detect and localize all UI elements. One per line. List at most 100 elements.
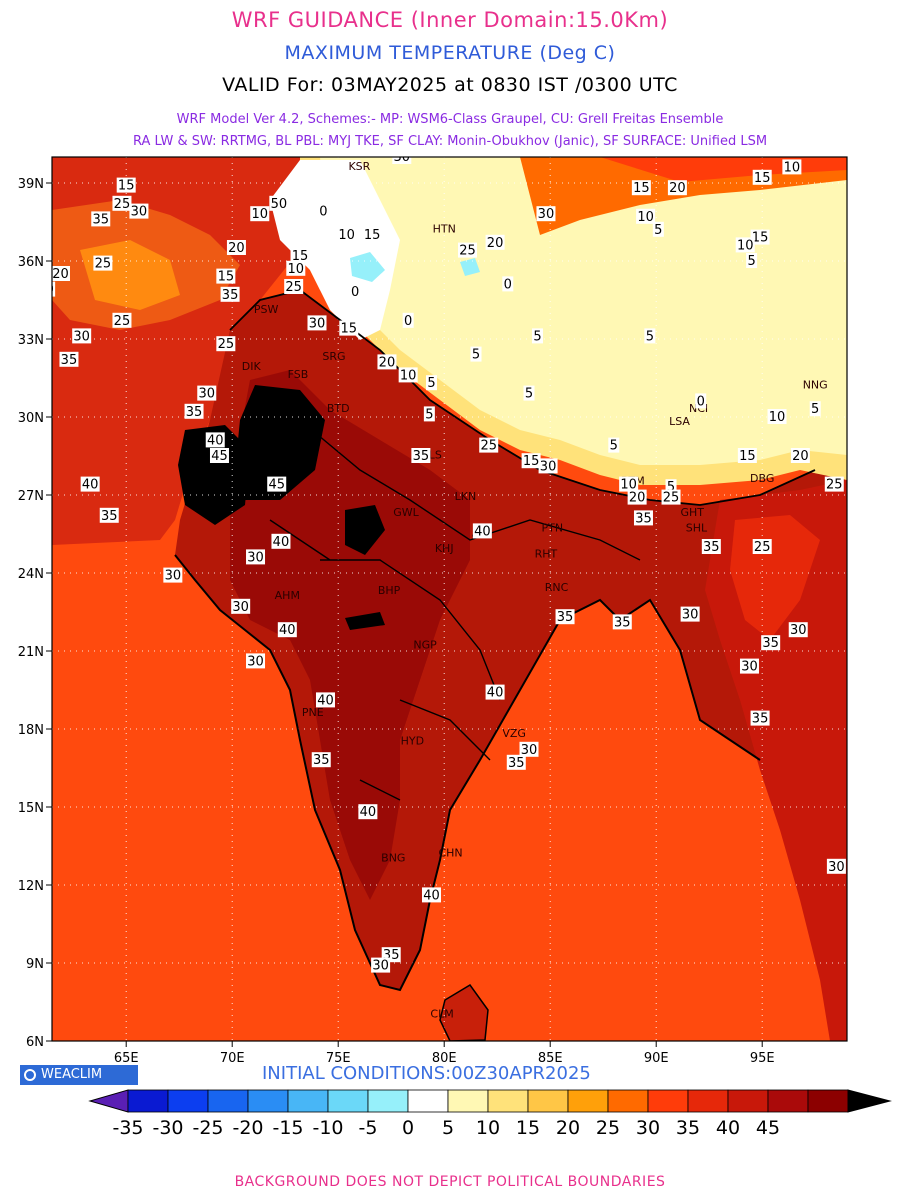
contour-label-96: 30 (371, 957, 391, 974)
contour-label-bg (425, 375, 437, 391)
contour-label-text: 35 (61, 353, 78, 368)
contour-label-14: 25 (93, 255, 113, 272)
lon-tick-label-3: 80E (432, 1051, 457, 1065)
contour-label-bg (220, 286, 240, 302)
contour-label-bg (788, 622, 808, 638)
contour-label-text: 5 (646, 329, 654, 344)
contour-label-54: 40 (205, 432, 225, 448)
contour-label-text: 25 (114, 314, 131, 329)
contour-label-18: 25 (284, 279, 304, 295)
contour-label-bg (315, 692, 335, 708)
contour-label-45: 5 (425, 375, 437, 391)
contour-label-text: 40 (360, 805, 377, 820)
contour-label-bg (246, 653, 266, 669)
subzero-patch (350, 252, 385, 282)
contour-label-21: 20 (485, 234, 505, 251)
lat-lon-grid (52, 157, 847, 1041)
contour-label-bg (290, 247, 310, 263)
colorbar-cell-15 (687, 1089, 729, 1113)
contour-label-49: 35 (184, 403, 204, 420)
contour-label-68: 45 (267, 476, 287, 493)
contour-label-bg (339, 320, 359, 336)
contour-label-text: 20 (669, 181, 686, 196)
contour-label-bg (472, 523, 492, 539)
contour-label-bg (52, 281, 56, 297)
colorbar-cell-2 (167, 1089, 209, 1113)
contour-label-bg (402, 312, 414, 328)
contour-label-bg (99, 507, 119, 523)
variable-title: MAXIMUM TEMPERATURE (Deg C) (284, 42, 616, 64)
colorbar-label-12: 25 (596, 1117, 620, 1139)
contour-label-bg (458, 242, 478, 258)
contour-label-73: 25 (752, 539, 772, 555)
contour-label-bg (746, 253, 758, 268)
contour-label-bg (470, 346, 482, 362)
contour-label-text: 40 (317, 693, 334, 708)
contour-label-bg (531, 328, 543, 344)
contour-label-text: 5 (425, 407, 433, 422)
contour-label-92: 40 (358, 804, 378, 820)
contour-label-bg (267, 476, 287, 492)
contour-label-bg (538, 458, 558, 474)
lat-tick-label-0: 6N (26, 1035, 44, 1050)
contour-label-bg (782, 159, 802, 175)
contour-label-bg (767, 409, 787, 424)
contour-label-bg (311, 752, 331, 768)
contour-label-38: 15 (339, 320, 359, 337)
contour-label-text: 30 (37, 283, 54, 298)
city-label-htn: HTN (433, 222, 456, 235)
contour-label-47: 0 (695, 393, 707, 409)
contour-label-63: 5 (665, 479, 677, 495)
contour-label-text: 10 (338, 228, 355, 243)
city-label-btd: BTD (327, 402, 350, 415)
city-label-dik: DIK (242, 360, 262, 373)
logo-icon (24, 1069, 36, 1081)
city-label-rnc: RNC (545, 581, 569, 594)
colorbar-label-6: -5 (359, 1117, 378, 1139)
contour-label-text: 15 (118, 179, 135, 194)
colorbar-cell-13 (607, 1089, 649, 1113)
contour-label-32: 5 (746, 253, 758, 269)
contour-label-90: 30 (519, 741, 539, 758)
colorbar-label-2: -25 (192, 1117, 223, 1139)
lat-tick-label-4: 18N (18, 723, 44, 738)
city-label-dbg: DBG (750, 472, 774, 485)
contour-label-text: 30 (394, 150, 411, 165)
contour-label-bg (631, 180, 651, 196)
colorbar-cell-4 (247, 1089, 289, 1113)
city-label-shl: SHL (686, 521, 708, 534)
contour-label-84: 30 (246, 653, 266, 669)
contour-label-bg (826, 858, 846, 874)
contour-label-87: 40 (485, 684, 505, 701)
contour-label-79: 35 (555, 609, 575, 625)
contour-label-text: 35 (186, 405, 203, 420)
contour-label-bg (750, 229, 770, 245)
contour-label-82: 30 (788, 622, 808, 638)
contour-label-26: 15 (631, 180, 651, 196)
contour-label-78: 40 (277, 622, 297, 638)
contour-label-bg (286, 260, 306, 276)
contour-label-bg (205, 432, 225, 448)
contour-label-text: 40 (207, 433, 224, 448)
contour-label-24: 10 (636, 208, 656, 225)
contour-label-58: 15 (521, 453, 541, 469)
contour-label-text: 15 (364, 228, 381, 243)
extreme-heat-core (235, 385, 325, 500)
contour-label-bg (277, 622, 297, 638)
contour-label-bg (216, 336, 236, 352)
contour-label-3: 30 (129, 203, 149, 220)
city-label-lkn: LKN (455, 490, 477, 503)
contour-label-text: 0 (404, 314, 412, 329)
contour-label-text: 30 (131, 205, 148, 220)
contour-label-bg (129, 203, 149, 219)
contour-label-69: 35 (99, 507, 119, 524)
contour-label-44: 10 (398, 367, 418, 383)
contour-label-50: 5 (423, 406, 435, 422)
contour-label-text: 15 (752, 231, 769, 246)
colorbar-cell-12 (567, 1089, 609, 1113)
contour-label-70: 40 (472, 523, 492, 539)
contour-label-81: 30 (680, 606, 700, 623)
contour-label-bg (59, 351, 79, 367)
contour-label-text: 20 (379, 355, 396, 370)
contour-label-text: 30 (232, 600, 249, 615)
